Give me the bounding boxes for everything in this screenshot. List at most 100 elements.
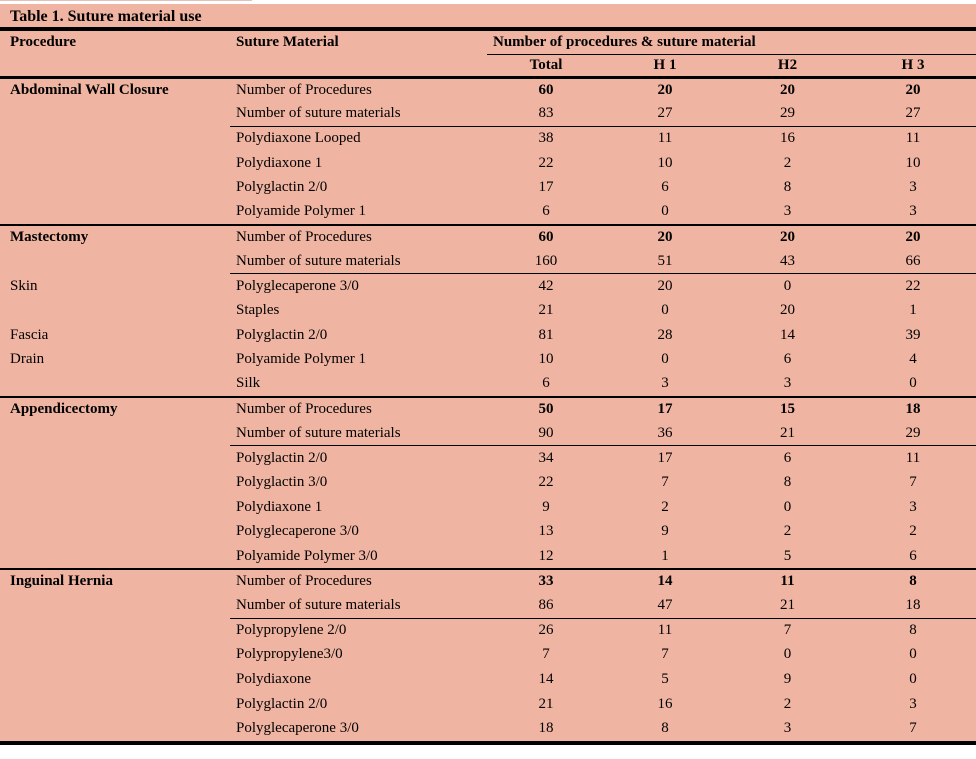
site-label-cell [0, 593, 230, 618]
value-cell: 20 [780, 81, 795, 98]
value-cell: 36 [605, 421, 725, 447]
value-cell: 12 [538, 547, 554, 564]
value-cell: 2 [783, 523, 792, 540]
column-header-suture-material: Suture Material [230, 31, 487, 79]
table-body: Abdominal Wall Closure Number of Procedur… [0, 77, 976, 741]
value-cell: 16 [780, 130, 795, 147]
value-cell: 21 [725, 421, 850, 447]
value-cell: 86 [487, 593, 605, 619]
value-cell: 11 [725, 567, 850, 594]
material-label-cell: Number of suture materials [230, 593, 487, 619]
value-cell: 51 [605, 249, 725, 275]
value-cell: 15 [725, 395, 850, 422]
value-cell: 8 [783, 474, 792, 491]
site-label-cell [0, 643, 230, 668]
value-cell: 9 [542, 498, 550, 515]
value-cell: 8 [661, 720, 669, 737]
table-row: Drain Polyamide Polymer 1 10 0 6 4 [0, 348, 976, 373]
procedure-name-cell: Inguinal Hernia [0, 567, 230, 594]
column-header-group: Number of procedures & suture material [487, 31, 976, 55]
value-cell: 43 [725, 249, 850, 275]
procedure-name-cell: Abdominal Wall Closure [10, 81, 169, 98]
column-header-procedure: Procedure [0, 31, 230, 79]
value-cell: 3 [783, 375, 792, 392]
material-label-cell: Polyglactin 2/0 [236, 179, 328, 196]
value-cell: 0 [909, 375, 917, 392]
value-cell: 81 [538, 326, 554, 343]
value-cell: 0 [661, 302, 669, 319]
value-cell: 20 [657, 277, 673, 294]
value-cell: 3 [783, 720, 792, 737]
value-cell: 28 [657, 326, 673, 343]
value-cell: 0 [661, 351, 669, 368]
value-cell: 6 [783, 449, 792, 466]
value-cell: 160 [487, 249, 605, 275]
table-header: Procedure Suture Material Number of proc… [0, 31, 976, 79]
value-cell: 16 [657, 695, 673, 712]
value-cell: 22 [538, 474, 554, 491]
column-header-h2: H2 [725, 54, 850, 79]
material-label-cell: Polyglactin 2/0 [236, 449, 328, 466]
value-cell: 26 [538, 622, 554, 639]
material-label-cell: Polyglecaperone 3/0 [236, 523, 359, 540]
table-row: Polyamide Polymer 3/0 12 1 5 6 [0, 544, 976, 569]
material-label-cell: Number of suture materials [230, 249, 487, 275]
column-header-total: Total [487, 54, 605, 79]
material-label-cell: Polyglactin 2/0 [236, 695, 328, 712]
value-cell: 18 [538, 720, 554, 737]
table-row: Polydiaxone Looped 38 11 16 11 [0, 126, 976, 151]
value-cell: 20 [905, 81, 921, 98]
site-label-cell [0, 200, 230, 225]
material-label-cell: Number of suture materials [230, 421, 487, 447]
value-cell: 17 [657, 449, 673, 466]
value-cell: 0 [909, 646, 917, 663]
value-cell: 5 [661, 671, 669, 688]
table-row: Silk 6 3 3 0 [0, 372, 976, 397]
material-label-cell: Polyglecaperone 3/0 [236, 277, 359, 294]
table-row: Polydiaxone 1 9 2 0 3 [0, 495, 976, 520]
scan-artifact-line [0, 0, 252, 1]
value-cell: 50 [487, 395, 605, 422]
value-cell: 38 [538, 130, 554, 147]
value-cell: 22 [538, 154, 554, 171]
value-cell: 20 [605, 223, 725, 250]
material-label-cell: Polydiaxone [236, 671, 311, 688]
table-row: Polydiaxone 1 22 10 2 10 [0, 151, 976, 176]
value-cell: 20 [657, 81, 673, 98]
value-cell: 7 [909, 474, 917, 491]
table-row: Skin Polyglecaperone 3/0 42 20 0 22 [0, 274, 976, 299]
value-cell: 20 [850, 223, 976, 250]
value-cell: 8 [850, 567, 976, 594]
value-cell: 5 [783, 547, 792, 564]
material-label-cell: Polypropylene 2/0 [236, 622, 347, 639]
value-cell: 3 [909, 179, 917, 196]
value-cell: 6 [542, 375, 550, 392]
site-label-cell [0, 544, 230, 569]
table-row: Number of suture materials 86 47 21 18 [0, 593, 976, 619]
value-cell: 27 [850, 101, 976, 127]
value-cell: 3 [909, 498, 917, 515]
value-cell: 33 [487, 567, 605, 594]
value-cell: 14 [605, 567, 725, 594]
material-label-cell: Polydiaxone Looped [236, 130, 361, 147]
site-label-cell [0, 372, 230, 397]
value-cell: 2 [783, 695, 792, 712]
site-label-cell: Fascia [10, 326, 49, 343]
site-label-cell [0, 495, 230, 520]
site-label-cell [0, 618, 230, 643]
material-label-cell: Number of Procedures [230, 395, 487, 422]
material-label-cell: Polyglactin 3/0 [236, 474, 328, 491]
value-cell: 7 [783, 622, 792, 639]
value-cell: 6 [909, 547, 917, 564]
table-row: Polyglactin 2/0 34 17 6 11 [0, 446, 976, 471]
value-cell: 18 [850, 593, 976, 619]
site-label-cell [0, 520, 230, 545]
material-label-cell: Polyamide Polymer 1 [236, 351, 366, 368]
value-cell: 10 [905, 154, 921, 171]
site-label-cell [0, 446, 230, 471]
procedure-name-cell: Mastectomy [0, 223, 230, 250]
column-header-h3: H 3 [850, 54, 976, 79]
material-label-cell: Silk [236, 375, 261, 392]
header-row-main: Procedure Suture Material Number of proc… [0, 31, 976, 79]
